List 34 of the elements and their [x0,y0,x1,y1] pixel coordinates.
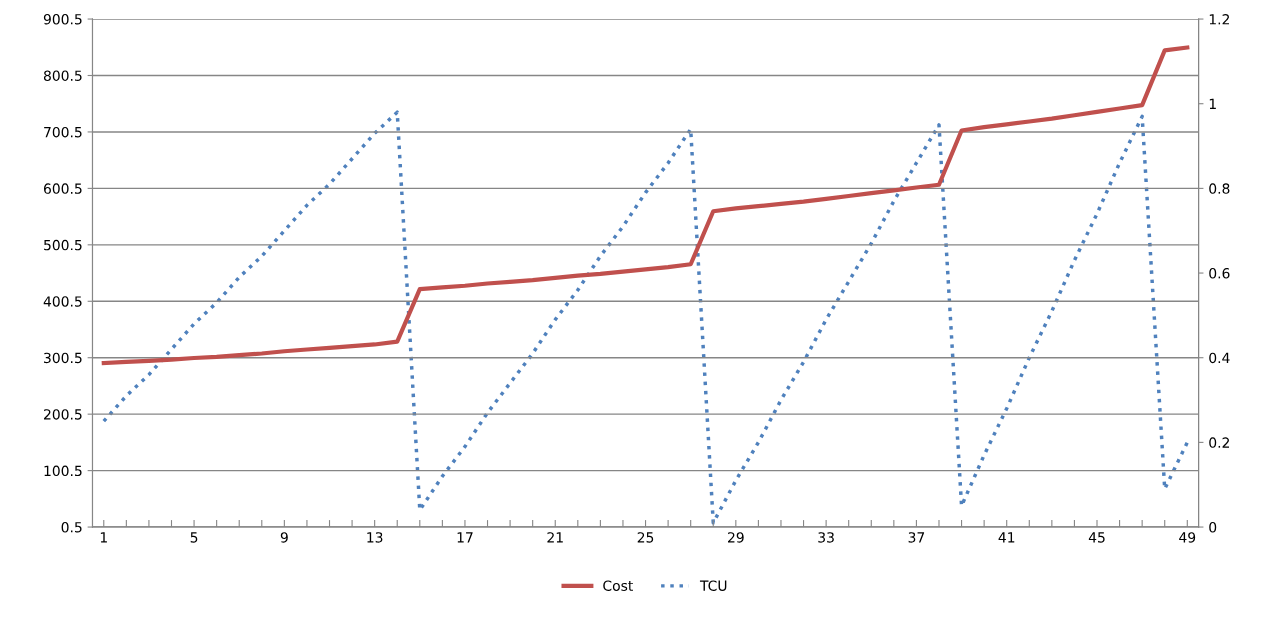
y-tick-label: 900.5 [43,14,82,25]
y2-tick-label: 1.2 [1209,14,1229,25]
y2-tick-label: 0.2 [1209,437,1229,448]
y-tick-label: 600.5 [43,183,82,194]
y-tick-label: 200.5 [44,409,82,420]
x-tick-label: 13 [367,532,383,543]
x-tick-label: 49 [1179,532,1196,543]
y2-tick-label: 0 [1209,522,1217,533]
x-tick-label: 5 [190,532,198,543]
x-tick-label: 41 [998,532,1015,543]
line-series [101,45,1190,366]
y-tick-label: 300.5 [44,352,82,364]
line-series [102,110,1190,525]
y-tick-label: 700.5 [44,126,82,138]
legend-label: Cost [603,580,633,591]
y-tick-label: 400.5 [43,296,82,307]
x-tick-label: 25 [637,532,654,543]
y-tick-label: 0.5 [61,522,82,533]
y2-tick-label: 0.8 [1209,183,1230,194]
y-tick-label: 500.5 [44,239,82,251]
x-tick-label: 29 [728,532,744,543]
x-tick-label: 33 [818,532,834,543]
x-tick-label: 17 [457,532,473,543]
x-tick-label: 21 [547,532,563,543]
x-tick-label: 9 [280,532,288,543]
x-tick-label: 1 [100,532,107,543]
legend-label: TCU [699,580,727,591]
y-tick-label: 100.5 [44,465,82,477]
y2-tick-label: 0.4 [1209,352,1230,364]
y-tick-label: 800.5 [43,70,82,81]
y2-tick-label: 0.6 [1209,268,1230,279]
x-tick-label: 45 [1088,532,1105,543]
x-tick-label: 37 [908,532,925,543]
y2-tick-label: 1 [1209,98,1216,109]
